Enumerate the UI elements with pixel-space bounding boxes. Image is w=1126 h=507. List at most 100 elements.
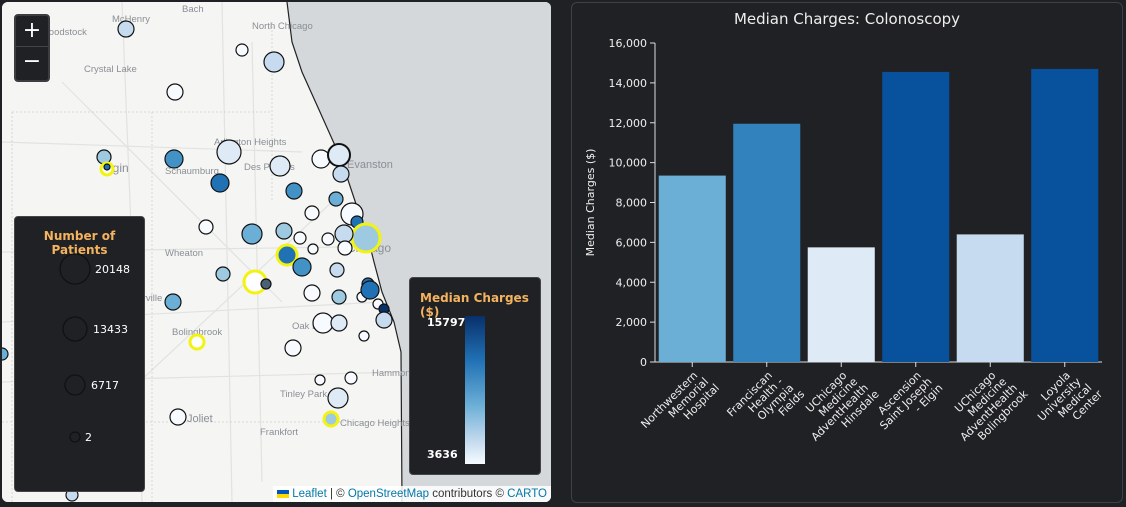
place-label: Arlington Heights	[214, 137, 287, 148]
x-tick-label: AscensionSaint Joseph- Elgin	[869, 364, 946, 441]
hospital-marker[interactable]	[269, 155, 291, 177]
hospital-marker[interactable]	[117, 20, 135, 38]
hospital-marker[interactable]	[344, 371, 358, 385]
hospital-marker[interactable]	[284, 339, 302, 357]
hospital-marker[interactable]	[166, 83, 184, 101]
osm-link[interactable]: OpenStreetMap	[347, 488, 429, 500]
hospital-marker[interactable]	[293, 231, 307, 245]
zoom-control: + −	[14, 14, 50, 82]
hospital-marker[interactable]	[328, 191, 344, 207]
x-tick-label: UChicagoMedicineAdventHealthBolingbrook	[941, 362, 1031, 452]
zoom-in-button[interactable]: +	[16, 16, 48, 47]
size-legend-circle	[59, 253, 91, 285]
chart-title: Median Charges: Colonoscopy	[734, 10, 960, 28]
map-attribution: Leaflet | © OpenStreetMap contributors ©…	[273, 486, 551, 502]
hospital-marker[interactable]	[334, 224, 354, 244]
hospital-marker[interactable]	[169, 408, 187, 426]
hospital-marker[interactable]	[275, 243, 299, 267]
place-label: Crystal Lake	[84, 64, 137, 75]
y-tick-label: 10,000	[609, 157, 648, 170]
place-label: Evanston	[347, 159, 393, 171]
hospital-marker[interactable]	[188, 333, 206, 351]
size-legend-label: 13433	[93, 323, 128, 336]
hospital-marker[interactable]	[327, 387, 349, 409]
y-tick-label: 4,000	[616, 276, 648, 289]
color-legend-title: Median Charges ($)	[420, 291, 529, 319]
hospital-marker[interactable]	[164, 149, 184, 169]
size-legend-label: 20148	[95, 263, 130, 276]
hospital-marker[interactable]	[216, 139, 242, 165]
bar-chart: Median Charges: Colonoscopy 0 2,000 4,000 6,…	[584, 10, 1106, 452]
size-legend-title: Number of Patients	[43, 229, 116, 257]
attribution-text: | ©	[326, 488, 348, 500]
x-tick-label: LoyolaUniversityMedicalCenter	[1027, 362, 1106, 441]
hospital-marker[interactable]	[260, 278, 272, 290]
y-tick-label: 16,000	[609, 37, 648, 50]
hospital-marker[interactable]	[360, 280, 380, 300]
hospital-marker[interactable]	[103, 163, 111, 171]
bar	[807, 247, 875, 362]
y-tick-label: 14,000	[609, 77, 648, 90]
hospital-marker[interactable]	[330, 314, 348, 332]
place-label: Tinley Park	[280, 389, 327, 400]
size-legend-circle	[64, 374, 86, 396]
hospital-marker[interactable]	[307, 243, 319, 255]
size-legend-symbols: 20148 13433 6717 2	[59, 253, 130, 444]
place-label: Des Plaines	[244, 162, 295, 173]
place-label: McHenry	[112, 14, 150, 25]
place-label: Joliet	[187, 413, 213, 425]
bar	[956, 234, 1024, 362]
hospital-marker[interactable]	[235, 43, 249, 57]
hospital-marker[interactable]	[198, 219, 214, 235]
hospital-marker[interactable]	[337, 240, 353, 256]
hospital-marker[interactable]	[350, 222, 382, 254]
size-legend-label: 2	[85, 431, 92, 444]
hospital-marker[interactable]	[332, 165, 350, 183]
hospital-marker[interactable]	[312, 312, 334, 334]
hospital-marker[interactable]	[322, 410, 340, 428]
bar	[658, 175, 726, 362]
hospital-marker[interactable]	[263, 51, 285, 73]
hospital-marker[interactable]	[331, 289, 347, 305]
hospital-marker[interactable]	[321, 232, 335, 246]
leaflet-link[interactable]: Leaflet	[292, 488, 327, 500]
hospital-marker[interactable]	[375, 311, 393, 329]
hospital-marker[interactable]	[327, 143, 351, 167]
chart-panel: Median Charges: Colonoscopy 0 2,000 4,000 6,…	[571, 2, 1123, 503]
hospital-marker[interactable]	[275, 222, 293, 240]
hospital-marker[interactable]	[210, 173, 230, 193]
hospital-marker[interactable]	[164, 293, 182, 311]
hospital-marker[interactable]	[292, 257, 312, 277]
place-label: Hammond	[372, 368, 416, 379]
place-label: Chicago Heights	[340, 418, 410, 429]
bar	[1031, 68, 1099, 362]
x-tick-label: NorthwesternMemorialHospital	[638, 364, 721, 447]
size-legend-circle	[69, 431, 81, 443]
place-label: Bach	[182, 4, 204, 15]
place-label: Wheaton	[165, 248, 203, 259]
color-legend: Median Charges ($) 15797 3636	[409, 277, 541, 475]
attribution-text: contributors ©	[429, 488, 508, 500]
hospital-marker[interactable]	[314, 374, 326, 386]
place-label: North Chicago	[252, 21, 313, 32]
hospital-marker[interactable]	[285, 182, 303, 200]
place-label: Woodstock	[40, 27, 87, 38]
hospital-marker[interactable]	[304, 205, 320, 221]
hospital-marker[interactable]	[215, 266, 231, 282]
hospital-marker[interactable]	[2, 347, 9, 361]
place-label: Bolingbrook	[172, 327, 222, 338]
y-tick-label: 6,000	[616, 236, 648, 249]
hospital-marker[interactable]	[329, 262, 345, 278]
color-legend-gradient	[465, 316, 485, 464]
size-legend: Number of Patients 20148 13433 6717 2	[14, 216, 145, 492]
hospital-marker[interactable]	[303, 284, 321, 302]
place-label: Schaumburg	[165, 166, 219, 177]
carto-link[interactable]: CARTO	[507, 488, 547, 500]
hospital-marker[interactable]	[358, 330, 370, 342]
size-legend-label: 6717	[91, 379, 119, 392]
y-tick-label: 12,000	[609, 117, 648, 130]
hospital-marker[interactable]	[241, 223, 263, 245]
zoom-out-button[interactable]: −	[22, 49, 42, 74]
map-panel[interactable]: McHenry Bach North Chicago Woodstock Cry…	[2, 2, 551, 502]
hospital-markers[interactable]	[2, 20, 393, 502]
